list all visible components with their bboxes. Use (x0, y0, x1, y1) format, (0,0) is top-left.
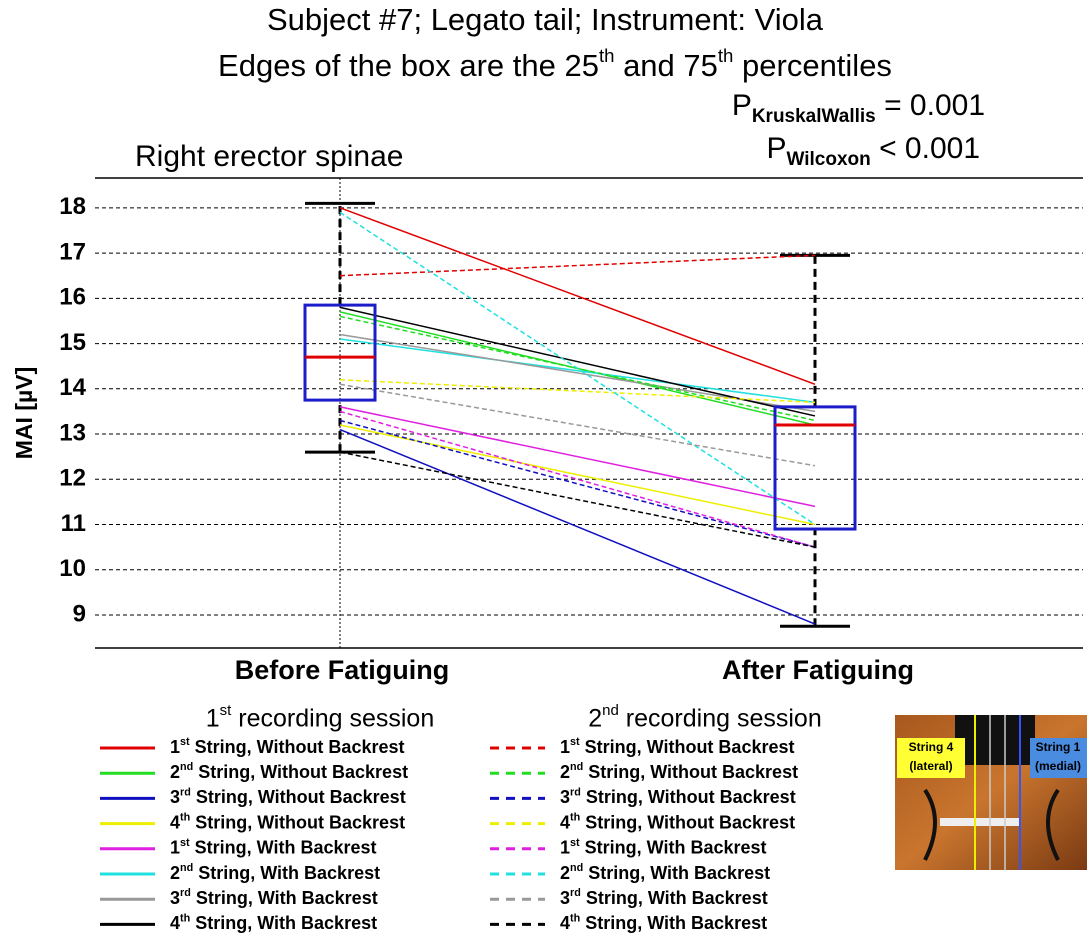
legend-heading: 1st recording session (206, 702, 434, 732)
p-subscript: Wilcoxon (786, 149, 870, 170)
p-value: PWilcoxon < 0.001 (766, 132, 980, 170)
legend-label: 4th String, With Backrest (560, 912, 767, 933)
series-line (339, 379, 816, 404)
legend-label: 2nd String, Without Backrest (170, 761, 408, 782)
plot: 9 10 11 12 13 14 15 16 17 18 Before Fatiguing After… (59, 193, 1083, 685)
series-line (339, 419, 816, 548)
box (303, 303, 377, 402)
y-tick-label: 14 (59, 374, 86, 401)
series-line (339, 211, 816, 526)
series-line (339, 306, 816, 417)
p-text: < 0.001 (871, 132, 980, 165)
y-tick-label: 13 (59, 419, 86, 446)
legend-label: 4th String, With Backrest (170, 912, 377, 933)
chart-title: Subject #7; Legato tail; Instrument: Vio… (267, 2, 824, 37)
image-label: (medial) (1035, 759, 1081, 773)
series-line (339, 451, 816, 548)
y-tick-label: 15 (59, 329, 86, 356)
y-tick-label: 12 (59, 465, 86, 492)
series-line (339, 428, 816, 625)
series-line (339, 207, 816, 385)
legend-label: 1st String, With Backrest (170, 837, 377, 858)
y-axis-label: MAI [µV] (11, 367, 37, 459)
box (773, 405, 857, 531)
p-symbol: P (766, 132, 786, 165)
x-tick-label: Before Fatiguing (235, 655, 450, 685)
legend-label: 2nd String, Without Backrest (560, 761, 798, 782)
y-tick-label: 11 (61, 510, 86, 537)
p-text: = 0.001 (876, 89, 985, 122)
p-symbol: P (732, 89, 752, 122)
series-line (339, 383, 816, 467)
y-tick-label: 9 (73, 600, 86, 627)
legend-label: 2nd String, With Backrest (560, 862, 770, 883)
legend-label: 3rd String, With Backrest (560, 887, 768, 908)
series-line (339, 254, 816, 277)
image-label: String 1 (1036, 740, 1081, 754)
p-subscript: KruskalWallis (752, 106, 876, 127)
image-label: String 4 (909, 740, 954, 754)
series-line (339, 406, 816, 508)
legend-label: 3rd String, With Backrest (170, 887, 378, 908)
y-tick-label: 10 (59, 555, 86, 582)
legend-label: 4th String, Without Backrest (560, 811, 795, 832)
legend-label: 1st String, Without Backrest (560, 736, 794, 757)
series-line (339, 338, 816, 404)
y-tick-label: 16 (59, 284, 86, 311)
series-line (339, 410, 816, 548)
y-tick-label: 18 (59, 193, 86, 220)
legend-label: 4th String, Without Backrest (170, 811, 405, 832)
legend-label: 1st String, With Backrest (560, 837, 767, 858)
legend-label: 3rd String, Without Backrest (170, 786, 406, 807)
violin-image: String 4 (lateral) String 1 (medial) (895, 715, 1087, 870)
legend-label: 1st String, Without Backrest (170, 736, 404, 757)
legend-label: 3rd String, Without Backrest (560, 786, 796, 807)
y-tick-label: 17 (59, 238, 86, 265)
image-label: (lateral) (909, 759, 952, 773)
chart-subtitle: Edges of the box are the 25th and 75th p… (218, 45, 892, 83)
legend-label: 2nd String, With Backrest (170, 862, 380, 883)
x-tick-label: After Fatiguing (722, 655, 914, 685)
p-value: PKruskalWallis = 0.001 (732, 89, 985, 127)
panel-title: Right erector spinae (135, 140, 403, 173)
legend-heading: 2nd recording session (588, 702, 821, 732)
